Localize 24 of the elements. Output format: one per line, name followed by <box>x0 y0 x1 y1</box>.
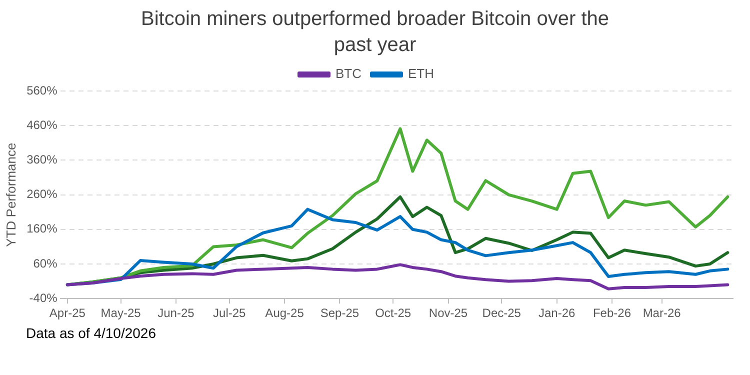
x-tick-label: Aug-25 <box>265 306 304 320</box>
chart-title: Bitcoin miners outperformed broader Bitcoin over the past year <box>140 7 610 58</box>
x-tick-label: Jan-26 <box>538 306 576 320</box>
text: Data as of 4/10/2026 <box>25 324 157 342</box>
y-tick-label: 260% <box>26 187 58 202</box>
x-tick-label: Dec-25 <box>482 306 522 320</box>
legend-label: ETH <box>408 66 434 82</box>
y-tick-label: 560% <box>26 83 58 98</box>
y-tick-label: 360% <box>26 152 58 167</box>
x-tick-label: Jun-25 <box>158 306 195 320</box>
x-tick-label: Sep-25 <box>320 306 360 320</box>
y-tick-label: 60% <box>33 256 58 270</box>
legend-label: BTC <box>336 66 362 82</box>
x-tick-label: Mar-26 <box>642 306 682 320</box>
x-tick-label: Oct-25 <box>375 306 412 320</box>
x-tick-label: Apr-25 <box>49 306 86 320</box>
y-axis-title: YTD Performance <box>3 142 18 247</box>
x-tick-label: Jul-25 <box>213 306 246 320</box>
x-tick-label: Nov-25 <box>428 306 468 320</box>
y-tick-label: 460% <box>26 118 58 132</box>
x-tick-label: May-25 <box>100 306 142 320</box>
y-tick-label: -40% <box>29 290 58 305</box>
y-tick-label: 160% <box>26 222 58 236</box>
x-tick-label: Feb-26 <box>592 306 632 320</box>
